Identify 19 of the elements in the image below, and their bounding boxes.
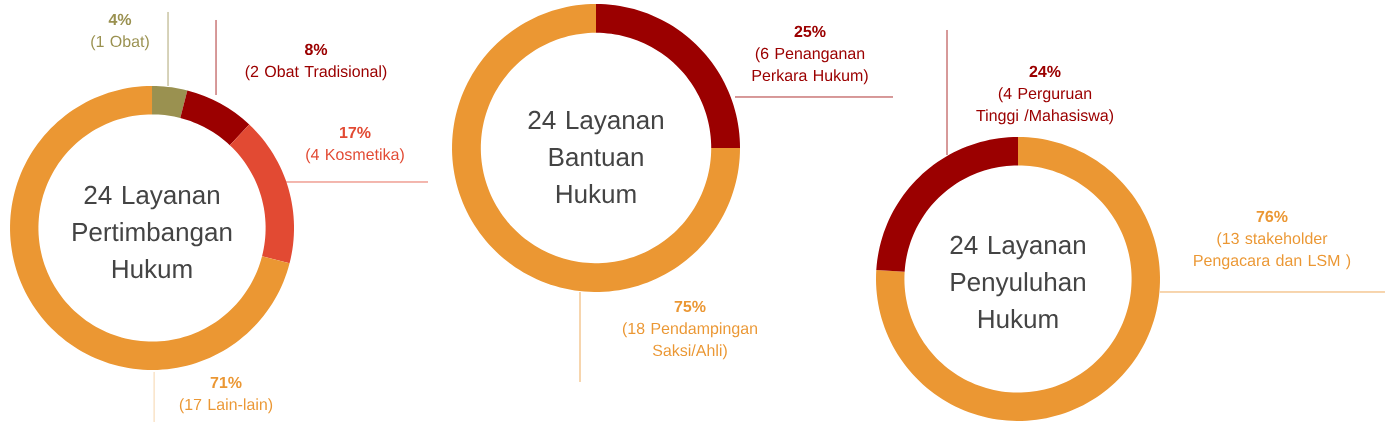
slice-label: (18 Pendampingan Saksi/Ahli) — [622, 322, 757, 360]
data-label: 75% — [674, 300, 706, 313]
data-label: 4% — [108, 13, 132, 26]
slice-label: (6 Penanganan Perkara Hukum) — [752, 47, 868, 85]
data-label: 76% — [1256, 210, 1288, 223]
data-label: 71% — [210, 376, 242, 389]
data-label: 17% — [340, 126, 371, 139]
slice-label: (4 Kosmetika) — [306, 148, 404, 164]
data-label: 25% — [794, 25, 826, 38]
slice-label: (13 stakeholder Pengacara dan LSM ) — [1194, 232, 1351, 270]
text: 24 Layanan Penyuluhan Hukum — [950, 235, 1085, 329]
data-label: 8% — [304, 43, 328, 56]
slice-label: (1 Obat) — [91, 35, 149, 51]
slice-label: (4 Perguruan Tinggi /Mahasiswa) — [976, 87, 1114, 125]
text: 24 Layanan Pertimbangan Hukum — [73, 185, 232, 279]
slice-label: (17 Lain-lain) — [179, 398, 273, 414]
slice-label: (2 Obat Tradisional) — [245, 65, 387, 81]
text: 24 Layanan Bantuan Hukum — [528, 110, 663, 204]
data-label: 24% — [1029, 65, 1061, 78]
